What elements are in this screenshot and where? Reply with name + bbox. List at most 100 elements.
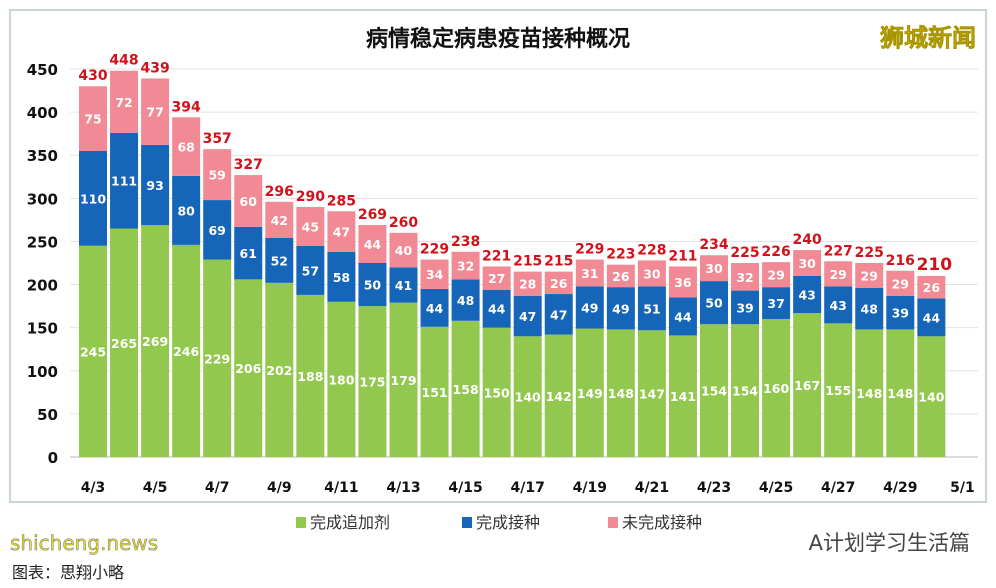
segment-label: 148 xyxy=(608,386,634,401)
bar-segment xyxy=(824,286,853,324)
segment-label: 32 xyxy=(736,270,753,285)
bar-segment xyxy=(855,263,884,289)
segment-label: 147 xyxy=(639,387,665,402)
bar-segment xyxy=(110,228,139,457)
bar-segment xyxy=(420,288,449,327)
segment-label: 180 xyxy=(328,372,354,387)
segment-label: 110 xyxy=(80,191,106,206)
segment-label: 154 xyxy=(732,384,758,399)
x-tick-label: 4/3 xyxy=(81,480,106,496)
segment-label: 37 xyxy=(767,296,784,311)
segment-label: 246 xyxy=(173,344,199,359)
total-label: 210 xyxy=(917,255,953,275)
segment-label: 29 xyxy=(829,267,846,282)
x-tick-label: 4/13 xyxy=(386,480,420,496)
segment-label: 160 xyxy=(763,381,789,396)
segment-label: 265 xyxy=(111,336,137,351)
bar-segment xyxy=(668,297,697,336)
bar-segment xyxy=(265,237,294,283)
segment-label: 26 xyxy=(612,269,630,284)
legend-swatch xyxy=(462,517,472,528)
segment-label: 29 xyxy=(767,268,784,283)
bar-segment xyxy=(482,327,511,457)
total-label: 228 xyxy=(637,242,666,258)
bar-segment xyxy=(451,279,480,321)
segment-label: 30 xyxy=(798,256,816,271)
total-label: 225 xyxy=(855,245,884,261)
bar-segment xyxy=(668,266,697,298)
total-label: 240 xyxy=(793,232,822,248)
segment-label: 57 xyxy=(302,263,319,278)
segment-label: 80 xyxy=(177,203,195,218)
segment-label: 151 xyxy=(422,385,448,400)
bar-segment xyxy=(79,245,107,457)
bar-segment xyxy=(793,313,822,457)
bar-segment xyxy=(141,144,170,226)
x-tick-label: 4/25 xyxy=(759,480,793,496)
segment-label: 39 xyxy=(736,300,753,315)
segment-label: 44 xyxy=(674,309,692,324)
bar-segment xyxy=(637,330,666,457)
bar-segment xyxy=(575,328,604,457)
segment-label: 245 xyxy=(80,344,106,359)
bar-segment xyxy=(606,264,635,288)
x-tick-label: 4/23 xyxy=(697,480,731,496)
segment-label: 44 xyxy=(426,301,444,316)
bar-segment xyxy=(389,232,418,268)
bar-segment xyxy=(917,336,946,457)
bar-segment xyxy=(327,301,356,457)
y-tick-label: 350 xyxy=(27,147,58,165)
segment-label: 111 xyxy=(111,174,137,189)
x-tick-label: 4/21 xyxy=(635,480,669,496)
x-tick-label: 4/29 xyxy=(883,480,917,496)
y-tick-label: 0 xyxy=(48,449,58,467)
segment-label: 43 xyxy=(829,298,846,313)
x-tick-label: 4/19 xyxy=(573,480,607,496)
total-label: 225 xyxy=(730,245,759,261)
bar-segment xyxy=(358,225,387,263)
segment-label: 29 xyxy=(892,276,909,291)
bar-segment xyxy=(79,150,107,246)
segment-label: 269 xyxy=(142,334,168,349)
segment-label: 42 xyxy=(271,213,288,228)
bar-segment xyxy=(327,251,356,302)
total-label: 394 xyxy=(172,99,201,115)
segment-label: 150 xyxy=(484,385,510,400)
legend-swatch xyxy=(296,517,306,528)
total-label: 269 xyxy=(358,207,387,223)
bar-segment xyxy=(420,259,449,289)
segment-label: 202 xyxy=(266,363,292,378)
bar-segment xyxy=(513,336,542,457)
total-label: 238 xyxy=(451,234,480,250)
segment-label: 49 xyxy=(581,300,598,315)
y-tick-label: 100 xyxy=(27,363,58,381)
segment-label: 60 xyxy=(240,194,258,209)
total-label: 234 xyxy=(699,237,728,253)
segment-label: 175 xyxy=(359,375,385,390)
segment-label: 34 xyxy=(426,267,444,282)
bar-segment xyxy=(172,117,201,176)
total-label: 215 xyxy=(544,254,573,270)
bar-segment xyxy=(731,324,760,457)
segment-label: 48 xyxy=(861,302,878,317)
bar-segment xyxy=(482,289,511,328)
site-watermark: shicheng.news xyxy=(10,531,159,556)
bar-segment xyxy=(141,78,170,145)
total-label: 229 xyxy=(575,242,604,258)
bar-segment xyxy=(824,323,853,457)
bar-segment xyxy=(265,282,294,457)
segment-label: 49 xyxy=(612,301,629,316)
segment-label: 155 xyxy=(825,383,851,398)
bar-segment xyxy=(172,175,201,245)
segment-label: 140 xyxy=(918,390,944,405)
bar-segment xyxy=(79,86,107,151)
bar-segment xyxy=(731,290,760,325)
total-label: 296 xyxy=(265,184,294,200)
total-label: 229 xyxy=(420,242,449,258)
bar-segment xyxy=(296,294,325,457)
segment-label: 229 xyxy=(204,351,230,366)
bar-segment xyxy=(358,263,387,307)
total-label: 260 xyxy=(389,215,418,231)
segment-label: 72 xyxy=(115,95,132,110)
total-label: 327 xyxy=(234,157,263,173)
